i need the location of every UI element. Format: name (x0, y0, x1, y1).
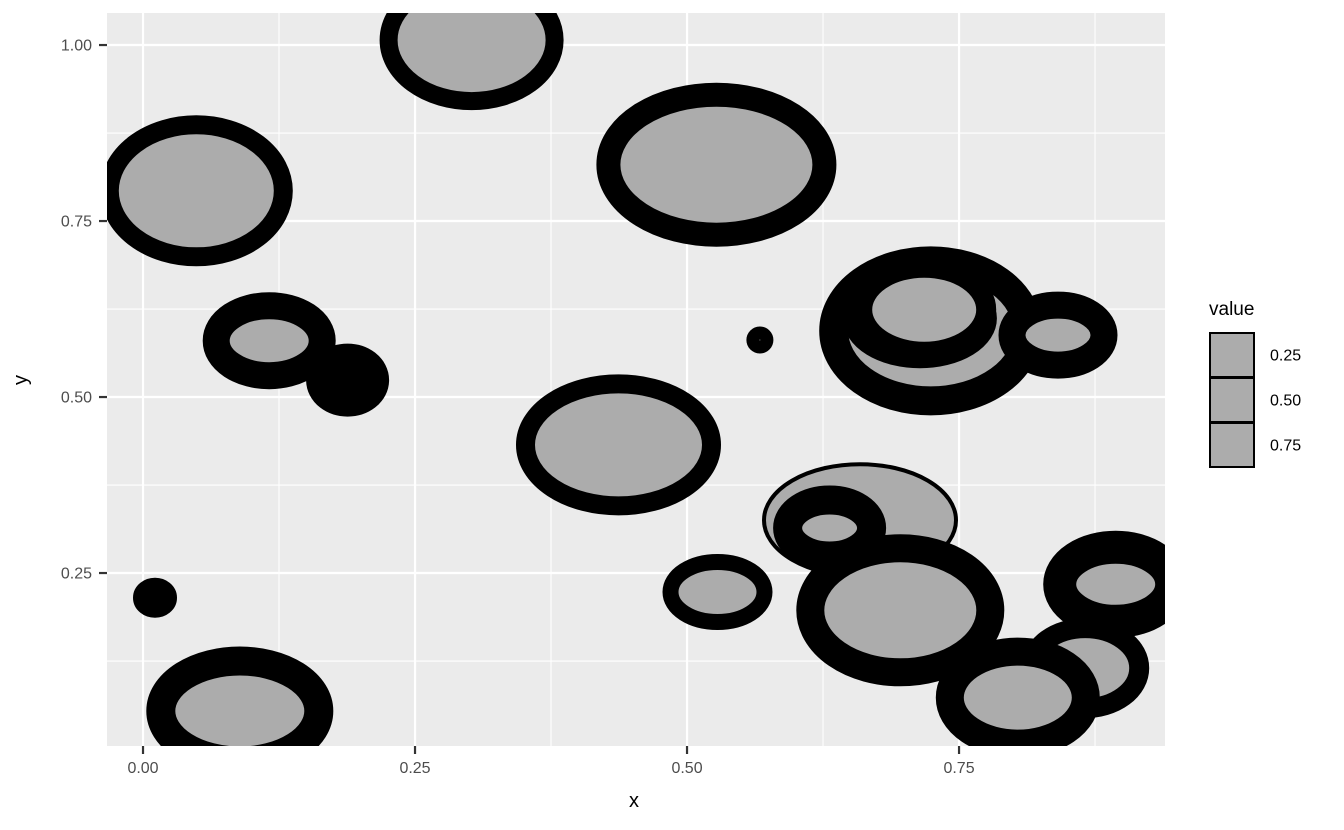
points-layer (107, 13, 1165, 746)
x-tick-label: 0.25 (399, 760, 430, 777)
y-axis-title: y (10, 375, 32, 385)
legend-item: 0.75 (1209, 422, 1301, 468)
y-tick-label: 0.75 (61, 214, 92, 231)
y-tick-label: 1.00 (61, 38, 92, 55)
tick-marks (99, 43, 961, 754)
x-tick-label: 0.75 (943, 760, 974, 777)
data-point (1043, 530, 1165, 638)
data-point (796, 534, 1005, 687)
legend: value 0.25 0.50 0.75 (1209, 299, 1301, 468)
legend-key-swatch (1209, 422, 1255, 468)
data-point (146, 646, 334, 746)
x-tick-labels: 0.00 0.25 0.50 0.75 (127, 760, 974, 777)
legend-key-swatch (1209, 332, 1255, 378)
legend-label: 0.50 (1270, 393, 1301, 410)
data-point (107, 115, 293, 267)
legend-label: 0.25 (1270, 348, 1301, 365)
data-point (596, 82, 837, 247)
data-point (516, 374, 721, 516)
data-point (746, 326, 774, 354)
data-point (662, 554, 773, 630)
data-point (202, 292, 336, 390)
data-point (379, 13, 564, 111)
data-point (998, 291, 1118, 379)
x-axis-title: x (629, 790, 639, 812)
data-point (306, 343, 390, 417)
y-tick-label: 0.50 (61, 390, 92, 407)
y-tick-labels: 0.25 0.50 0.75 1.00 (61, 38, 92, 583)
legend-item: 0.50 (1209, 377, 1301, 423)
x-tick-label: 0.50 (671, 760, 702, 777)
legend-key-swatch (1209, 377, 1255, 423)
legend-title: value (1209, 299, 1254, 320)
data-point (935, 637, 1100, 746)
y-tick-label: 0.25 (61, 566, 92, 583)
legend-label: 0.75 (1270, 438, 1301, 455)
data-point (852, 257, 997, 362)
data-point (133, 577, 177, 618)
x-tick-label: 0.00 (127, 760, 158, 777)
